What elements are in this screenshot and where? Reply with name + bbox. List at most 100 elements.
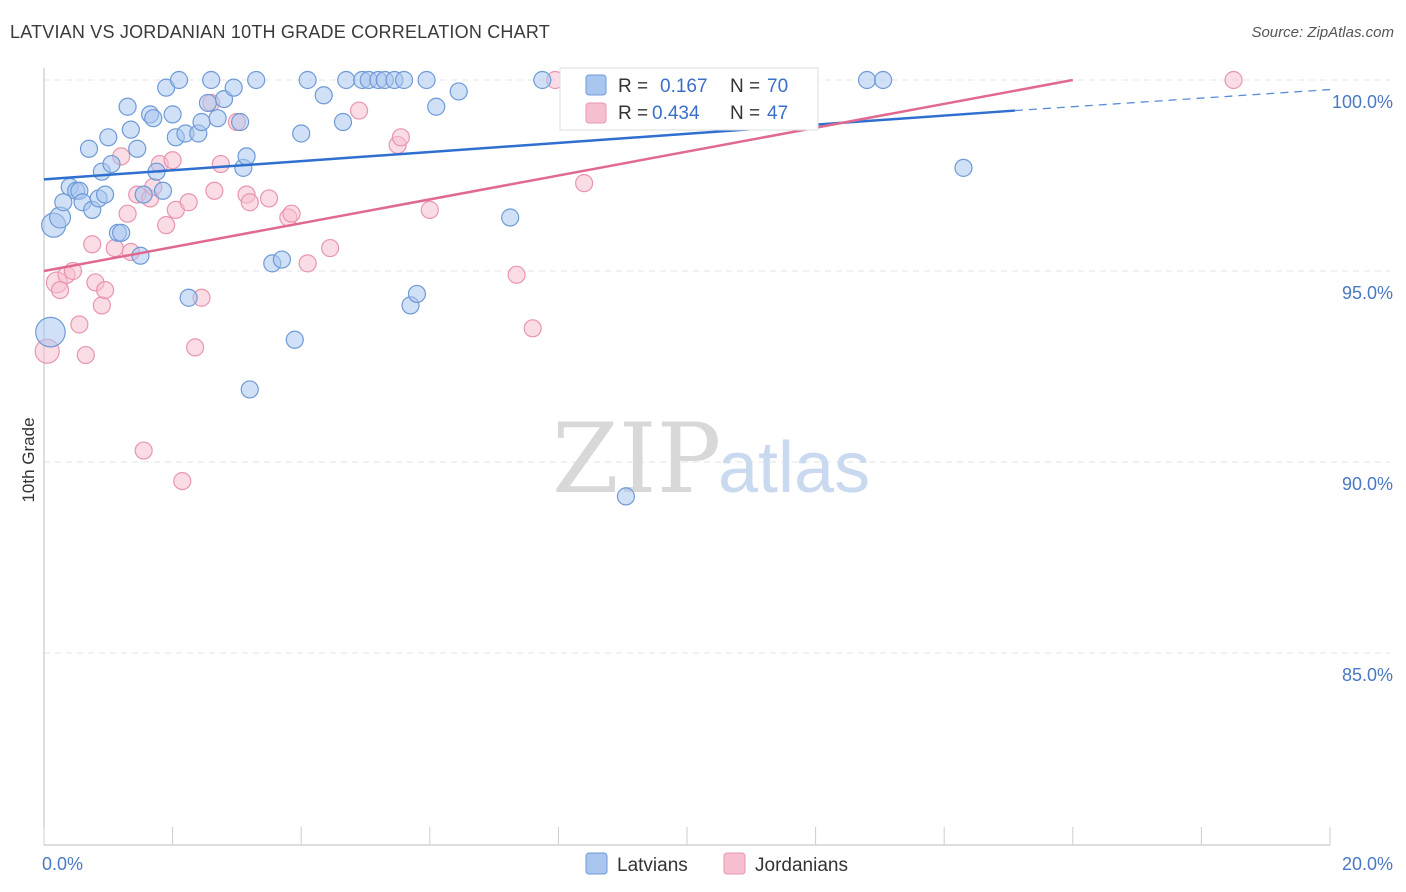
jordanian-point — [421, 201, 438, 218]
jordanian-point — [71, 316, 88, 333]
latvian-trend-extension — [1015, 90, 1330, 111]
jordanian-point — [77, 347, 94, 364]
latvian-point — [273, 251, 290, 268]
jordanian-point — [164, 152, 181, 169]
legend-jordanian-n-value: 47 — [767, 103, 788, 124]
latvian-point — [129, 140, 146, 157]
jordanian-point — [180, 194, 197, 211]
legend-bottom: Latvians Jordanians — [586, 853, 848, 876]
jordanian-point — [93, 297, 110, 314]
jordanian-point — [52, 282, 69, 299]
latvian-point — [225, 79, 242, 96]
latvian-point — [97, 186, 114, 203]
latvian-point — [145, 110, 162, 127]
jordanian-point — [283, 205, 300, 222]
latvian-point — [293, 125, 310, 142]
latvian-point — [154, 182, 171, 199]
scatter-plot: ZIP atlas 85.0% 90.0% 95.0% 100.0% 0.0% 20.0… — [0, 0, 1406, 892]
legend-jordanian-r-value: 0.434 — [652, 103, 700, 124]
jordanian-point — [135, 442, 152, 459]
x-tick-label: 20.0% — [1342, 854, 1393, 874]
y-tick-labels: 85.0% 90.0% 95.0% 100.0% — [1332, 92, 1393, 685]
latvian-point — [232, 114, 249, 131]
jordanian-point — [508, 266, 525, 283]
latvian-point — [193, 114, 210, 131]
jordanian-point — [524, 320, 541, 337]
legend-latvian-r-value: 0.167 — [660, 76, 708, 97]
jordanian-trend-line — [44, 80, 1073, 271]
latvian-point — [248, 72, 265, 89]
legend-bottom-latvian-swatch — [586, 853, 607, 874]
latvian-point — [81, 140, 98, 157]
jordanian-point — [576, 175, 593, 192]
latvian-point — [428, 98, 445, 115]
latvian-point — [502, 209, 519, 226]
latvian-point — [408, 285, 425, 302]
jordanian-point — [299, 255, 316, 272]
legend-jordanian-r-label: R = — [618, 103, 648, 124]
latvian-point — [859, 72, 876, 89]
y-tick-label: 90.0% — [1342, 474, 1393, 494]
latvian-point — [113, 224, 130, 241]
latvian-point — [122, 121, 139, 138]
latvian-point — [238, 148, 255, 165]
latvian-point — [164, 106, 181, 123]
latvian-point — [100, 129, 117, 146]
jordanian-point — [174, 473, 191, 490]
x-tick-label: 0.0% — [42, 854, 83, 874]
legend-jordanian-n-label: N = — [730, 103, 760, 124]
latvian-point — [955, 159, 972, 176]
latvian-point — [534, 72, 551, 89]
x-tick-labels: 0.0% 20.0% — [42, 854, 1393, 874]
latvian-point — [299, 72, 316, 89]
legend-latvian-n-value: 70 — [767, 76, 788, 97]
jordanian-point — [158, 217, 175, 234]
jordanian-point — [212, 156, 229, 173]
latvian-point — [135, 186, 152, 203]
jordanian-point — [392, 129, 409, 146]
watermark-atlas: atlas — [718, 428, 870, 508]
latvian-point — [450, 83, 467, 100]
latvian-point — [338, 72, 355, 89]
latvian-point — [171, 72, 188, 89]
legend-jordanian-swatch — [586, 103, 606, 123]
jordanian-point — [322, 240, 339, 257]
jordanian-point — [106, 240, 123, 257]
legend-bottom-latvian-label: Latvians — [617, 855, 688, 876]
latvian-point — [286, 331, 303, 348]
latvian-point — [180, 289, 197, 306]
latvian-point — [418, 72, 435, 89]
watermark-zip: ZIP — [552, 403, 721, 515]
latvian-point — [241, 381, 258, 398]
legend-top: R = 0.167 N = 70 R = 0.434 N = 47 — [560, 68, 818, 130]
y-tick-label: 85.0% — [1342, 665, 1393, 685]
latvian-point — [396, 72, 413, 89]
latvian-point — [203, 72, 220, 89]
legend-bottom-jordanian-swatch — [724, 853, 745, 874]
jordanian-point — [187, 339, 204, 356]
latvian-point — [617, 488, 634, 505]
jordanian-point — [206, 182, 223, 199]
legend-latvian-n-label: N = — [730, 76, 760, 97]
latvian-point — [199, 94, 216, 111]
latvian-point — [103, 156, 120, 173]
jordanian-point — [1225, 72, 1242, 89]
latvian-point — [209, 110, 226, 127]
jordanian-point — [261, 190, 278, 207]
latvian-point — [334, 114, 351, 131]
y-tick-label: 100.0% — [1332, 92, 1393, 112]
latvian-point — [36, 317, 65, 346]
y-tick-label: 95.0% — [1342, 283, 1393, 303]
latvian-point — [315, 87, 332, 104]
latvian-point — [875, 72, 892, 89]
latvian-point — [119, 98, 136, 115]
latvian-trend-line — [44, 111, 1015, 180]
jordanian-point — [351, 102, 368, 119]
jordanian-point — [84, 236, 101, 253]
y-axis-title: 10th Grade — [19, 417, 38, 502]
legend-latvian-r-label: R = — [618, 76, 648, 97]
legend-bottom-jordanian-label: Jordanians — [755, 855, 848, 876]
watermark: ZIP atlas — [552, 403, 870, 515]
latvian-point — [132, 247, 149, 264]
jordanian-point — [119, 205, 136, 222]
